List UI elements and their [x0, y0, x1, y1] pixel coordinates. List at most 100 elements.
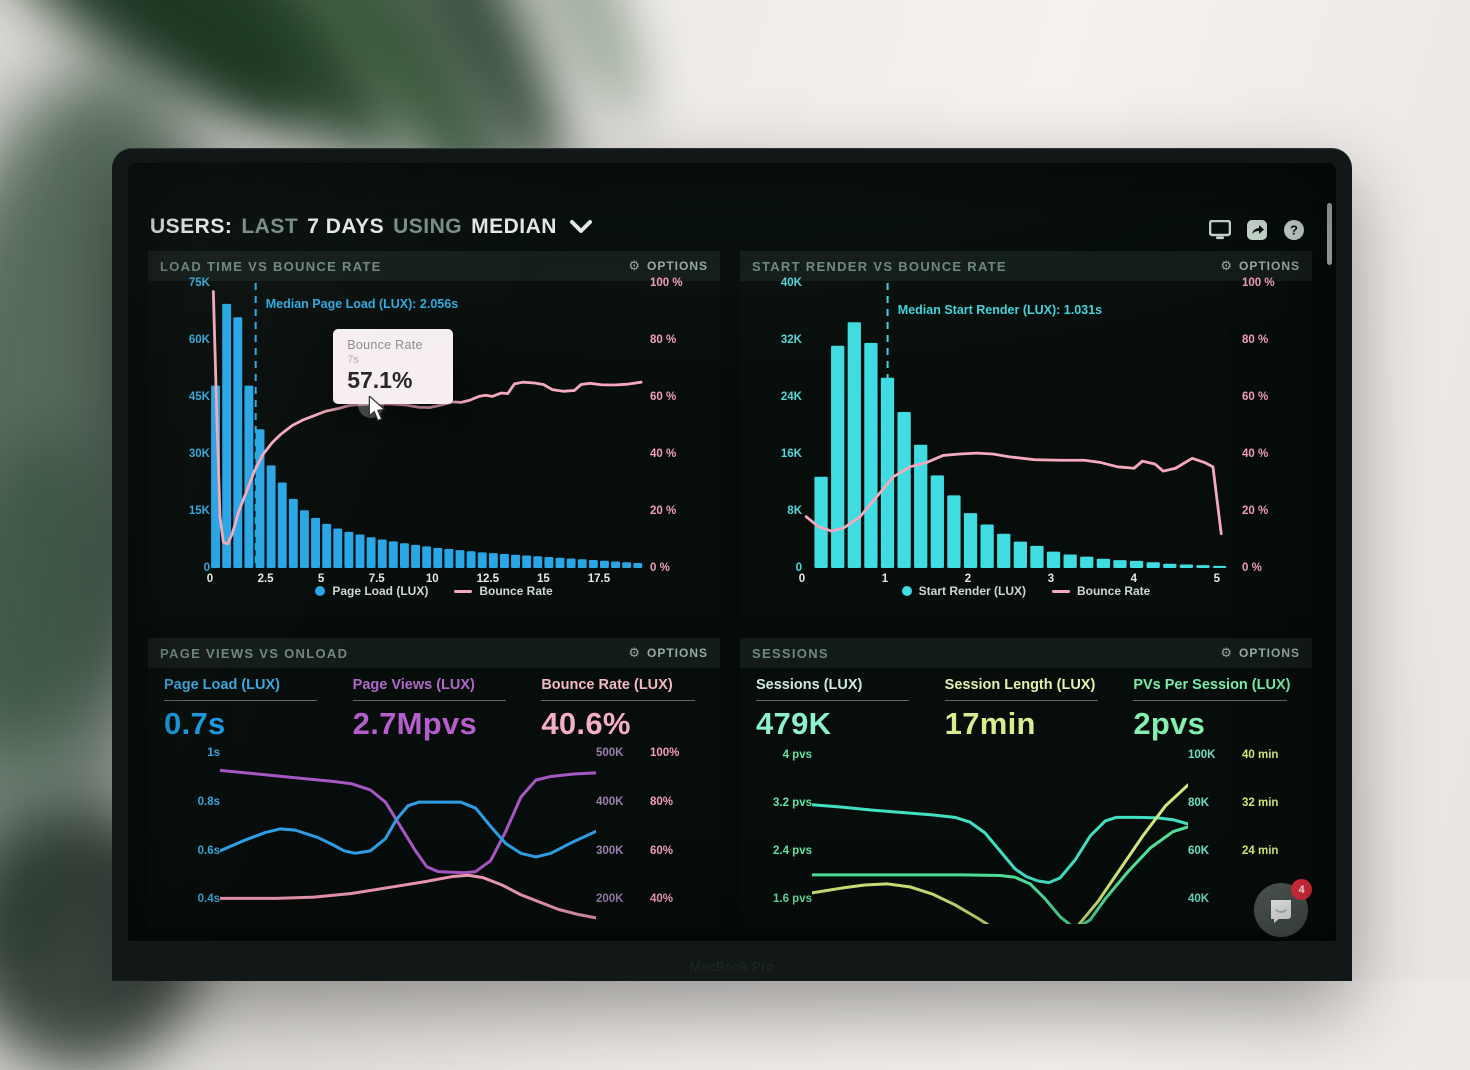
histogram-bar[interactable] [622, 562, 632, 568]
histogram-bar[interactable] [1212, 565, 1227, 568]
chart-legend: Start Render (LUX) Bounce Rate [740, 584, 1312, 598]
legend-label: Bounce Rate [1076, 584, 1151, 598]
y-axis-right: 100 % 80 % 60 % 40 % 20 % 0 % [650, 277, 683, 574]
tooltip-value: 57.1% [347, 366, 413, 393]
histogram-bar[interactable] [277, 482, 287, 569]
histogram-bar[interactable] [355, 534, 365, 568]
options-button[interactable]: ⚙ OPTIONS [628, 646, 708, 660]
legend-dot [315, 586, 326, 596]
histogram-bar[interactable] [1113, 560, 1127, 568]
histogram-bar[interactable] [880, 377, 895, 568]
chat-widget-button[interactable]: 4 [1254, 879, 1312, 937]
histogram-bar[interactable] [544, 556, 554, 568]
histogram-bar[interactable] [814, 476, 828, 568]
histogram-bar[interactable] [455, 550, 465, 568]
plot-region [220, 746, 596, 924]
plot-region: Median Page Load (LUX): 2.056s Bounce Ra… [207, 283, 650, 585]
metric-value: 2pvs [1133, 706, 1206, 741]
histogram-bar[interactable] [533, 556, 543, 568]
panel-header: LOAD TIME VS BOUNCE RATE ⚙ OPTIONS [148, 251, 720, 281]
histogram-bar[interactable] [444, 549, 454, 568]
metric-label: Session Length (LUX) [944, 677, 1096, 693]
histogram-bar[interactable] [466, 551, 476, 568]
sessions-line-chart[interactable] [812, 746, 1188, 924]
histogram-bar[interactable] [588, 560, 598, 568]
histogram-bar[interactable] [511, 554, 520, 568]
options-button[interactable]: ⚙ OPTIONS [1220, 259, 1300, 273]
y-axis-left: 1s 0.8s 0.6s 0.4s [197, 747, 220, 906]
histogram-bar[interactable] [344, 531, 354, 568]
histogram-bar[interactable] [300, 510, 309, 568]
histogram-bar[interactable] [633, 563, 643, 568]
histogram-bar[interactable] [600, 560, 609, 568]
options-label: OPTIONS [1238, 259, 1300, 273]
histogram-bar[interactable] [400, 543, 409, 568]
gear-icon: ⚙ [1220, 645, 1233, 661]
chart-area: 75K 60K 45K 30K 15K 0 Median Page Load (LUX):… [148, 277, 720, 585]
histogram-bar[interactable] [255, 429, 265, 568]
histogram-bar[interactable] [422, 546, 432, 568]
histogram-bar[interactable] [1030, 545, 1044, 568]
histogram-bar[interactable] [522, 555, 532, 568]
histogram-bar[interactable] [1080, 556, 1094, 568]
page-views-line-chart[interactable] [220, 746, 596, 924]
histogram-bar[interactable] [322, 523, 332, 568]
histogram-bar[interactable] [831, 345, 845, 568]
histogram-bar[interactable] [555, 557, 565, 568]
metric-page-load: Page Load (LUX) 0.7s [164, 677, 331, 742]
histogram-bar[interactable] [266, 465, 276, 568]
metric-label: Page Views (LUX) [352, 677, 475, 693]
legend-dot [901, 586, 912, 596]
share-icon[interactable] [1246, 219, 1268, 241]
histogram-bar[interactable] [847, 322, 861, 568]
report-scope-dropdown[interactable]: USERS: LAST 7 DAYS USING MEDIAN [150, 215, 592, 239]
histogram-bar[interactable] [1146, 562, 1160, 568]
histogram-bar[interactable] [433, 547, 443, 568]
histogram-bar[interactable] [1046, 551, 1061, 568]
metric-value: 0.7s [164, 706, 226, 741]
histogram-bar[interactable] [222, 303, 232, 568]
panel-title: SESSIONS [752, 645, 829, 661]
help-icon[interactable]: ? [1283, 219, 1305, 241]
histogram-bar[interactable] [864, 342, 878, 568]
histogram-bar[interactable] [311, 517, 320, 568]
histogram-bar[interactable] [500, 553, 509, 568]
histogram-bar[interactable] [1096, 558, 1110, 568]
start-render-histogram[interactable] [802, 283, 1242, 568]
cursor-pointer-icon [358, 391, 390, 422]
histogram-bar[interactable] [914, 444, 928, 568]
histogram-bar[interactable] [963, 513, 978, 568]
metric-label: Page Load (LUX) [164, 677, 281, 693]
histogram-bar[interactable] [411, 544, 420, 568]
scrollbar-thumb[interactable] [1327, 203, 1332, 265]
load-time-histogram[interactable] [210, 283, 650, 568]
histogram-bar[interactable] [288, 498, 298, 568]
histogram-bar[interactable] [1196, 565, 1210, 568]
histogram-bar[interactable] [1129, 560, 1144, 568]
chart-tooltip: Bounce Rate 7s 57.1% [333, 328, 454, 404]
options-button[interactable]: ⚙ OPTIONS [628, 259, 708, 273]
histogram-bar[interactable] [897, 411, 911, 568]
histogram-bar[interactable] [566, 558, 576, 569]
monitor-icon[interactable] [1209, 219, 1231, 241]
histogram-bar[interactable] [488, 553, 498, 568]
histogram-bar[interactable] [244, 385, 254, 568]
options-button[interactable]: ⚙ OPTIONS [1220, 646, 1300, 660]
histogram-bar[interactable] [377, 539, 387, 569]
histogram-bar[interactable] [577, 559, 587, 568]
histogram-bar[interactable] [997, 533, 1011, 568]
histogram-bar[interactable] [477, 552, 487, 568]
histogram-bar[interactable] [1179, 564, 1194, 568]
histogram-bar[interactable] [980, 524, 994, 568]
histogram-bar[interactable] [611, 561, 620, 568]
metric-divider [756, 700, 910, 701]
histogram-bar[interactable] [1013, 541, 1027, 568]
histogram-bar[interactable] [947, 495, 961, 568]
histogram-bar[interactable] [1163, 563, 1177, 568]
histogram-bar[interactable] [366, 537, 376, 568]
histogram-bar[interactable] [333, 528, 343, 568]
histogram-bar[interactable] [1063, 554, 1077, 568]
histogram-bar[interactable] [930, 475, 944, 568]
histogram-bar[interactable] [388, 541, 398, 568]
